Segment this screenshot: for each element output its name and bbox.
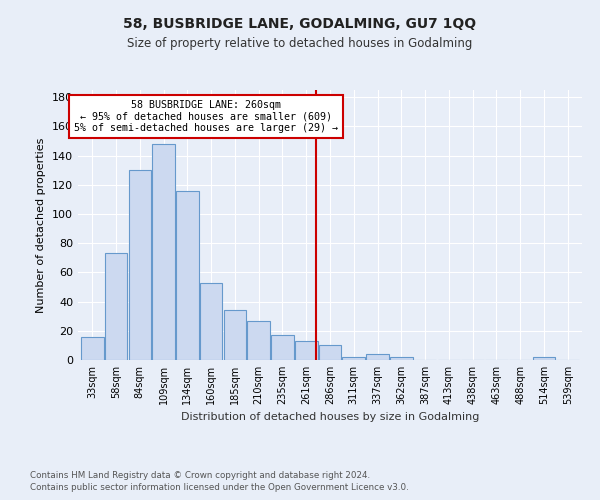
Bar: [81, 336, 104, 360]
Bar: [319, 346, 341, 360]
Bar: [366, 354, 389, 360]
Y-axis label: Number of detached properties: Number of detached properties: [37, 138, 46, 312]
Text: 58 BUSBRIDGE LANE: 260sqm
← 95% of detached houses are smaller (609)
5% of semi-: 58 BUSBRIDGE LANE: 260sqm ← 95% of detac…: [74, 100, 338, 134]
Bar: [247, 320, 270, 360]
Bar: [533, 357, 555, 360]
Text: Contains HM Land Registry data © Crown copyright and database right 2024.: Contains HM Land Registry data © Crown c…: [30, 471, 370, 480]
Text: Contains public sector information licensed under the Open Government Licence v3: Contains public sector information licen…: [30, 484, 409, 492]
Bar: [295, 341, 317, 360]
Bar: [271, 335, 294, 360]
Text: Size of property relative to detached houses in Godalming: Size of property relative to detached ho…: [127, 38, 473, 51]
Bar: [390, 357, 413, 360]
Bar: [200, 282, 223, 360]
Bar: [176, 190, 199, 360]
Bar: [343, 357, 365, 360]
Text: Distribution of detached houses by size in Godalming: Distribution of detached houses by size …: [181, 412, 479, 422]
Bar: [128, 170, 151, 360]
Bar: [152, 144, 175, 360]
Text: 58, BUSBRIDGE LANE, GODALMING, GU7 1QQ: 58, BUSBRIDGE LANE, GODALMING, GU7 1QQ: [124, 18, 476, 32]
Bar: [224, 310, 246, 360]
Bar: [105, 254, 127, 360]
